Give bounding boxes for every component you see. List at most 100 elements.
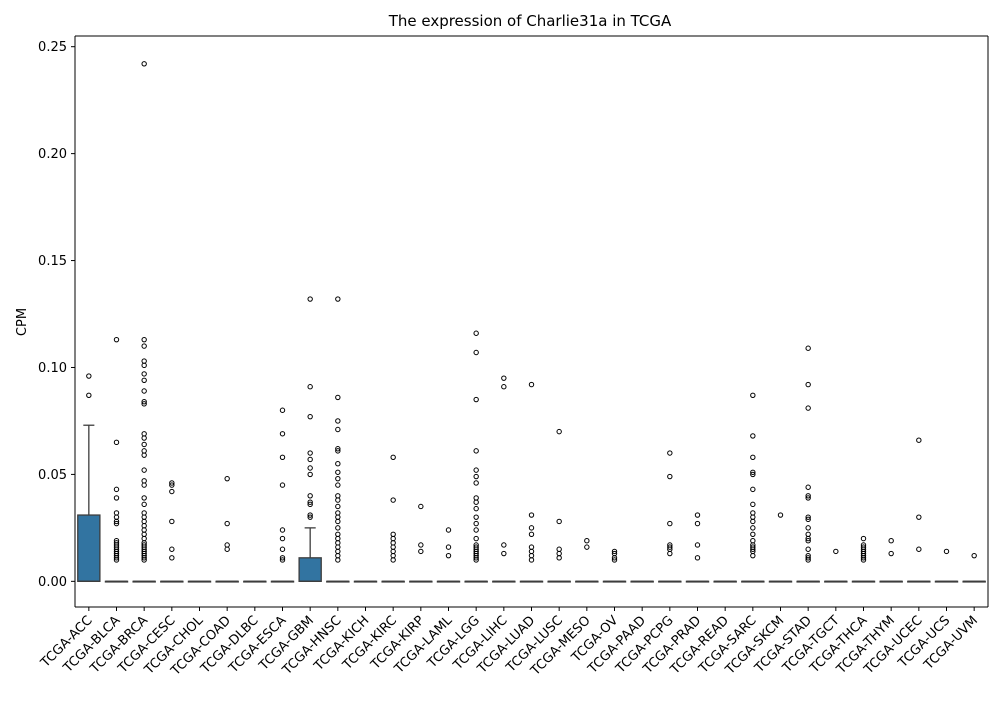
box-TCGA-GBM (298, 557, 322, 582)
outlier-point (445, 544, 452, 550)
outlier-point (805, 555, 811, 561)
outlier-point (805, 535, 811, 542)
outlier-point (445, 527, 452, 533)
outlier-point (390, 454, 396, 460)
outlier-point (528, 525, 535, 531)
outlier-point (141, 467, 147, 473)
outlier-point (113, 557, 120, 563)
outlier-point (279, 454, 286, 460)
outlier-point (916, 514, 922, 520)
outlier-point (141, 336, 147, 343)
outlier-point (113, 495, 120, 501)
y-tick-label: 0.05 (38, 468, 67, 483)
outlier-point (307, 450, 313, 456)
outlier-point (805, 405, 811, 411)
outlier-point (141, 452, 147, 458)
outlier-point (141, 343, 147, 349)
outlier-point (86, 373, 92, 379)
outlier-point (750, 531, 756, 537)
outlier-point (888, 550, 894, 557)
outlier-point (307, 499, 313, 505)
outlier-point (307, 493, 313, 499)
outlier-point (335, 296, 341, 302)
outlier-point (805, 484, 811, 490)
outlier-point (113, 555, 120, 561)
outlier-point (335, 475, 341, 482)
outlier-point (750, 486, 756, 493)
outlier-point (667, 473, 673, 480)
outlier-point (141, 495, 147, 501)
outlier-point (279, 535, 286, 542)
outlier-point (335, 557, 341, 563)
outlier-point (860, 557, 867, 563)
outlier-point (279, 407, 286, 413)
outlier-point (169, 488, 175, 495)
outlier-point (279, 557, 286, 563)
outlier-point (390, 557, 396, 563)
outlier-point (418, 503, 424, 510)
outlier-point (335, 446, 341, 452)
outlier-point (335, 518, 341, 525)
outlier-point (307, 296, 313, 302)
outlier-point (141, 371, 147, 377)
outlier-point (750, 546, 756, 552)
outlier-point (805, 514, 811, 520)
outlier-point (916, 437, 922, 443)
outlier-point (473, 396, 479, 403)
outlier-point (943, 548, 950, 555)
outlier-point (279, 482, 286, 488)
outlier-point (860, 555, 867, 561)
outlier-point (141, 377, 147, 384)
outlier-point (584, 544, 590, 550)
outlier-point (279, 527, 286, 533)
outlier-point (141, 61, 147, 67)
outlier-point (833, 548, 839, 555)
outlier-point (667, 450, 673, 456)
outlier-point (390, 497, 396, 503)
outlier-point (307, 465, 313, 471)
outlier-point (113, 518, 120, 525)
outlier-point (667, 550, 673, 557)
outlier-point (279, 555, 286, 561)
outlier-point (694, 542, 701, 548)
outlier-point (805, 525, 811, 531)
outlier-point (141, 557, 147, 563)
outlier-point (611, 548, 618, 555)
outlier-point (667, 520, 673, 527)
outlier-point (113, 336, 120, 343)
outlier-point (611, 555, 618, 561)
y-tick-label: 0.10 (38, 361, 67, 376)
outlier-point (501, 384, 507, 390)
outlier-point (750, 392, 756, 398)
outlier-point (473, 514, 479, 520)
outlier-point (307, 514, 313, 520)
outlier-point (86, 392, 92, 398)
outlier-point (888, 538, 894, 544)
outlier-point (335, 482, 341, 488)
outlier-point (805, 493, 811, 499)
box-TCGA-ACC (77, 514, 101, 582)
outlier-point (473, 349, 479, 356)
outlier-point (141, 501, 147, 508)
outlier-point (141, 362, 147, 369)
outlier-point (418, 542, 424, 548)
outlier-point (141, 555, 147, 561)
outlier-point (750, 518, 756, 525)
outlier-point (556, 518, 562, 525)
outlier-point (473, 520, 479, 527)
outlier-point (445, 552, 452, 559)
outlier-point (473, 555, 479, 561)
outlier-point (528, 512, 535, 518)
outlier-point (335, 448, 341, 454)
outlier-point (916, 546, 922, 552)
outlier-point (169, 480, 175, 486)
outlier-point (141, 398, 147, 405)
outlier-point (335, 525, 341, 531)
outlier-point (971, 552, 977, 559)
outlier-point (279, 546, 286, 552)
outlier-point (307, 512, 313, 518)
outlier-point (169, 482, 175, 488)
outlier-point (418, 548, 424, 555)
outlier-point (556, 555, 562, 561)
